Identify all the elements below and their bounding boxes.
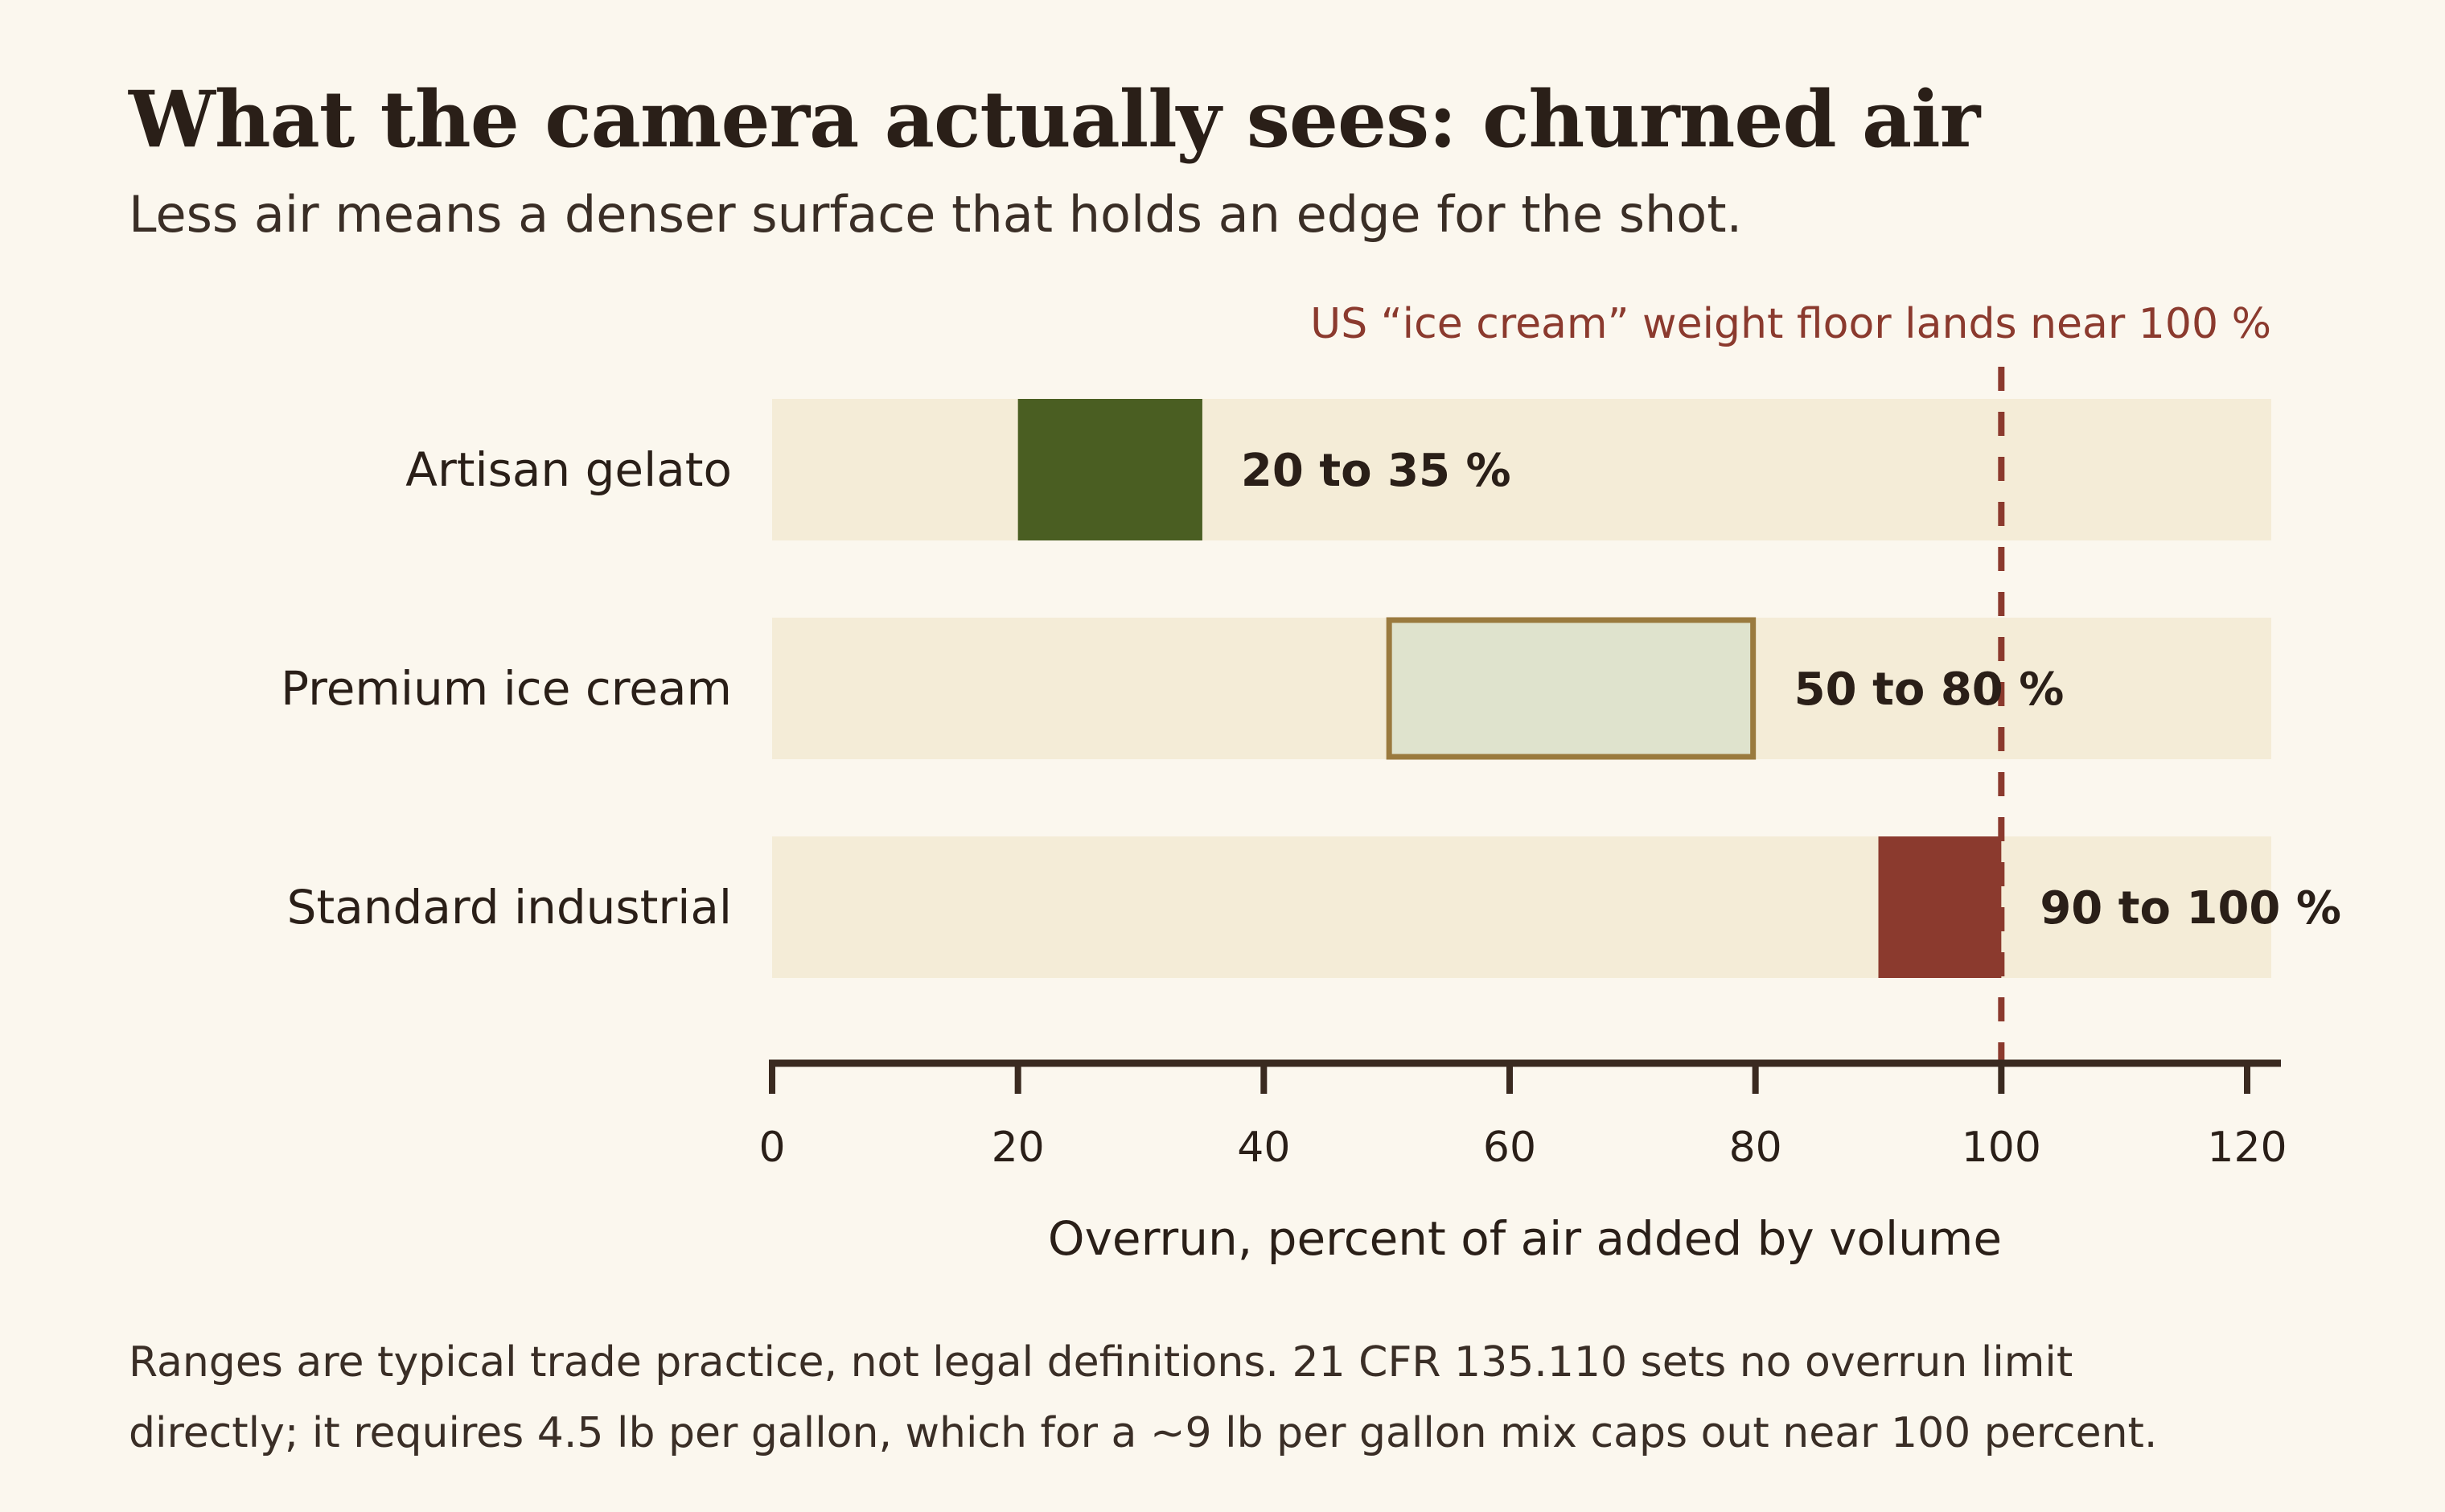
footnote: Ranges are typical trade practice, not l… bbox=[129, 1327, 2316, 1469]
x-tick-label: 60 bbox=[1483, 1124, 1536, 1172]
bar-track bbox=[772, 399, 2271, 540]
x-tick-label: 20 bbox=[992, 1124, 1045, 1172]
value-label: 20 to 35 % bbox=[1241, 445, 1511, 497]
x-tick-label: 0 bbox=[758, 1124, 785, 1172]
x-tick-label: 40 bbox=[1237, 1124, 1290, 1172]
value-label: 90 to 100 % bbox=[2040, 882, 2341, 935]
x-axis-title: Overrun, percent of air added by volume bbox=[1048, 1211, 2002, 1266]
x-tick-label: 80 bbox=[1729, 1124, 1782, 1172]
range-bar bbox=[1878, 836, 2002, 978]
footnote-line-1: Ranges are typical trade practice, not l… bbox=[129, 1338, 2073, 1387]
range-bar bbox=[1386, 617, 1757, 760]
value-label: 50 to 80 % bbox=[1794, 664, 2065, 716]
range-bar bbox=[1017, 399, 1202, 540]
footnote-line-2: directly; it requires 4.5 lb per gallon,… bbox=[129, 1409, 2158, 1457]
bar-track bbox=[772, 836, 2271, 978]
reference-line-label: US “ice cream” weight floor lands near 1… bbox=[1310, 300, 2271, 348]
category-label: Artisan gelato bbox=[405, 442, 732, 497]
category-label: Premium ice cream bbox=[281, 661, 732, 716]
chart-title: What the camera actually sees: churned a… bbox=[129, 74, 1980, 165]
x-tick-label: 100 bbox=[1962, 1124, 2041, 1172]
x-tick-label: 120 bbox=[2207, 1124, 2287, 1172]
chart-subtitle: Less air means a denser surface that hol… bbox=[129, 185, 1743, 244]
category-label: Standard industrial bbox=[287, 880, 732, 935]
